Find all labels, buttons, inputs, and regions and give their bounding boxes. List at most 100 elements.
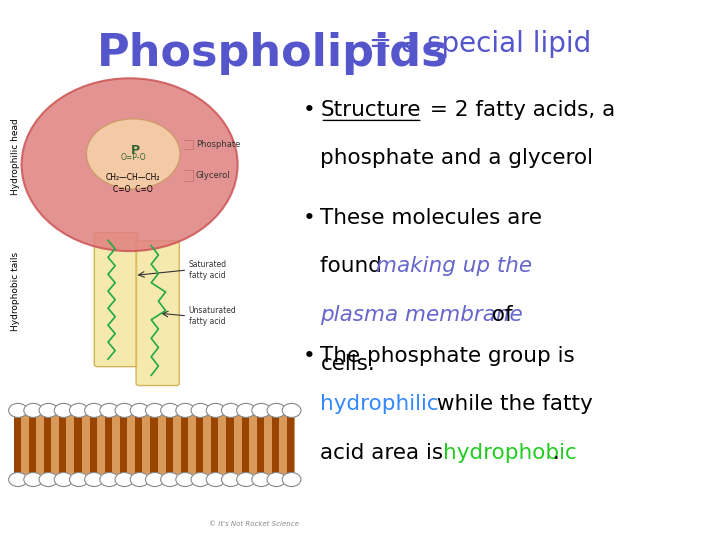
- Bar: [227, 443, 234, 472]
- Circle shape: [237, 403, 256, 417]
- Circle shape: [222, 472, 240, 487]
- Bar: [150, 416, 158, 446]
- Circle shape: [191, 472, 210, 487]
- Ellipse shape: [86, 119, 180, 189]
- Bar: [14, 416, 21, 446]
- Bar: [44, 443, 51, 472]
- Bar: [257, 443, 264, 472]
- FancyBboxPatch shape: [136, 241, 179, 386]
- Text: The phosphate group is: The phosphate group is: [320, 346, 575, 366]
- Circle shape: [9, 472, 27, 487]
- Bar: [59, 416, 66, 446]
- Bar: [242, 443, 249, 472]
- Circle shape: [267, 403, 286, 417]
- Text: cells.: cells.: [320, 354, 375, 374]
- Circle shape: [115, 403, 134, 417]
- Circle shape: [206, 472, 225, 487]
- Text: •: •: [302, 346, 315, 366]
- Bar: [44, 416, 51, 446]
- Text: P: P: [131, 144, 140, 157]
- Circle shape: [100, 403, 119, 417]
- Bar: [166, 416, 173, 446]
- Bar: [120, 416, 127, 446]
- Bar: [287, 443, 294, 472]
- Bar: [272, 416, 279, 446]
- Bar: [135, 416, 143, 446]
- Text: plasma membrane: plasma membrane: [320, 305, 523, 325]
- Circle shape: [130, 403, 149, 417]
- Bar: [181, 443, 188, 472]
- Bar: [135, 443, 143, 472]
- Circle shape: [24, 403, 42, 417]
- Bar: [14, 443, 21, 472]
- Circle shape: [252, 472, 271, 487]
- Bar: [29, 443, 36, 472]
- Bar: [105, 443, 112, 472]
- Bar: [74, 443, 81, 472]
- Circle shape: [39, 403, 58, 417]
- Text: Hydrophobic tails: Hydrophobic tails: [12, 252, 20, 331]
- Text: acid area is: acid area is: [320, 443, 451, 463]
- Circle shape: [145, 403, 164, 417]
- Circle shape: [237, 472, 256, 487]
- Circle shape: [145, 472, 164, 487]
- FancyBboxPatch shape: [94, 233, 138, 367]
- Text: Glycerol: Glycerol: [196, 171, 230, 180]
- Bar: [120, 443, 127, 472]
- Circle shape: [24, 472, 42, 487]
- Text: •: •: [302, 100, 315, 120]
- Bar: [211, 443, 218, 472]
- Bar: [166, 443, 173, 472]
- Circle shape: [85, 403, 104, 417]
- Bar: [211, 416, 218, 446]
- Circle shape: [115, 472, 134, 487]
- Text: Structure: Structure: [320, 100, 421, 120]
- Text: Phosphate: Phosphate: [196, 140, 240, 149]
- Text: C=O  C=O: C=O C=O: [113, 185, 153, 193]
- Text: Unsaturated
fatty acid: Unsaturated fatty acid: [189, 306, 236, 326]
- Circle shape: [267, 472, 286, 487]
- Text: © It's Not Rocket Science: © It's Not Rocket Science: [209, 521, 299, 526]
- Text: .: .: [553, 443, 560, 463]
- Text: CH₂—CH—CH₂: CH₂—CH—CH₂: [106, 173, 161, 181]
- Circle shape: [282, 472, 301, 487]
- Bar: [257, 416, 264, 446]
- Ellipse shape: [22, 78, 238, 251]
- Text: These molecules are: These molecules are: [320, 208, 542, 228]
- Circle shape: [252, 403, 271, 417]
- Bar: [272, 443, 279, 472]
- Text: of: of: [485, 305, 512, 325]
- Circle shape: [176, 403, 194, 417]
- Bar: [29, 416, 36, 446]
- Circle shape: [69, 472, 88, 487]
- Circle shape: [191, 403, 210, 417]
- Bar: [287, 416, 294, 446]
- Circle shape: [161, 472, 179, 487]
- Bar: [74, 416, 81, 446]
- Circle shape: [161, 403, 179, 417]
- Text: •: •: [302, 208, 315, 228]
- Circle shape: [206, 403, 225, 417]
- Text: making up the: making up the: [376, 256, 532, 276]
- Bar: [59, 443, 66, 472]
- Text: = a special lipid: = a special lipid: [360, 30, 591, 58]
- Bar: [196, 416, 203, 446]
- Text: O=P-O: O=P-O: [120, 153, 146, 162]
- Circle shape: [222, 403, 240, 417]
- Text: Saturated
fatty acid: Saturated fatty acid: [189, 260, 227, 280]
- Bar: [181, 416, 188, 446]
- Bar: [150, 443, 158, 472]
- Circle shape: [54, 472, 73, 487]
- Circle shape: [130, 472, 149, 487]
- Text: hydrophobic: hydrophobic: [443, 443, 577, 463]
- Circle shape: [9, 403, 27, 417]
- Text: found: found: [320, 256, 389, 276]
- Circle shape: [100, 472, 119, 487]
- Bar: [196, 443, 203, 472]
- Text: while the fatty: while the fatty: [430, 394, 593, 414]
- Text: hydrophilic: hydrophilic: [320, 394, 439, 414]
- Text: = 2 fatty acids, a: = 2 fatty acids, a: [423, 100, 615, 120]
- Circle shape: [39, 472, 58, 487]
- Bar: [227, 416, 234, 446]
- Bar: [14, 411, 295, 474]
